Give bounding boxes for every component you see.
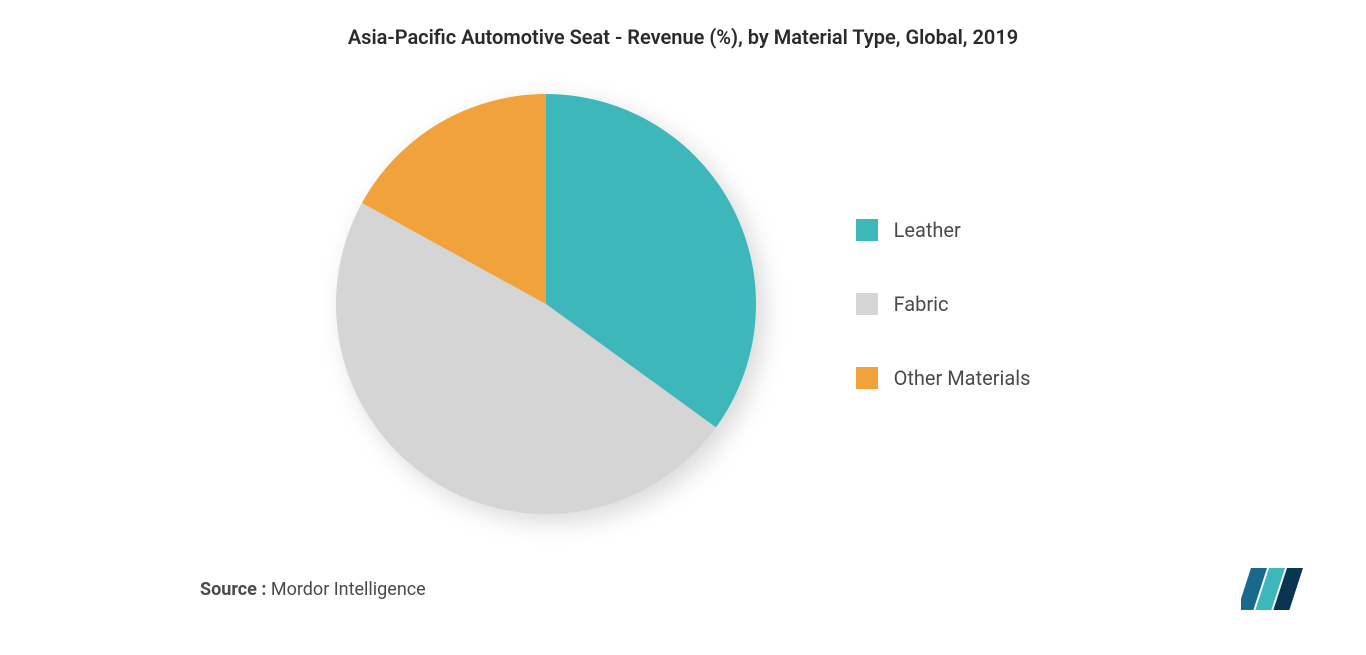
chart-title: Asia-Pacific Automotive Seat - Revenue (…	[40, 25, 1326, 49]
legend-item-other-materials: Other Materials	[856, 366, 1031, 390]
legend-label: Leather	[894, 218, 961, 242]
logo-svg	[1241, 568, 1311, 616]
legend: Leather Fabric Other Materials	[856, 218, 1031, 390]
pie-svg	[336, 94, 756, 514]
source-value: Mordor Intelligence	[266, 579, 425, 600]
legend-label: Fabric	[894, 292, 949, 316]
chart-container: Asia-Pacific Automotive Seat - Revenue (…	[0, 0, 1366, 655]
legend-item-fabric: Fabric	[856, 292, 1031, 316]
source-line: Source : Mordor Intelligence	[200, 579, 426, 600]
chart-body: Leather Fabric Other Materials	[40, 79, 1326, 529]
legend-swatch	[856, 219, 878, 241]
legend-label: Other Materials	[894, 366, 1031, 390]
legend-swatch	[856, 293, 878, 315]
brand-logo	[1241, 568, 1311, 620]
legend-item-leather: Leather	[856, 218, 1031, 242]
source-label: Source :	[200, 579, 266, 600]
legend-swatch	[856, 367, 878, 389]
pie-chart	[336, 94, 756, 514]
